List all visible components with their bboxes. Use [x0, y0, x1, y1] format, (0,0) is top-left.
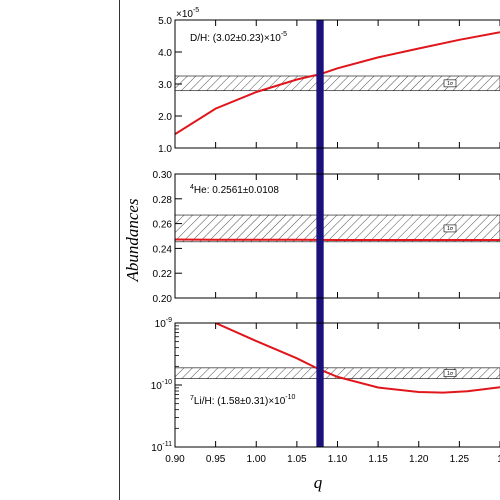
y-tick-label-dh-2: 3.0: [158, 80, 172, 91]
curve-li: [215, 323, 500, 394]
y-tick-label-he-2: 0.24: [153, 244, 173, 255]
sigma-label-li: 1σ: [447, 371, 454, 377]
y-tick-label-he-3: 0.26: [153, 220, 173, 231]
y-tick-label-li-2: 10-9: [155, 317, 172, 330]
x-tick-label-2: 1.00: [247, 454, 267, 465]
curve-dh: [175, 31, 500, 136]
annotation-he: 4He: 0.2561±0.0108: [190, 184, 279, 196]
x-tick-label-1: 0.95: [206, 454, 226, 465]
panel-li: 1σ: [175, 323, 500, 394]
frame-li: [174, 322, 500, 448]
frame-he: [174, 173, 500, 299]
x-tick-label-5: 1.15: [368, 454, 388, 465]
observed-band-li: [175, 367, 500, 379]
annotation-dh: D/H: (3.02±0.23)×10-5: [190, 31, 287, 44]
sigma-label-he: 1σ: [447, 226, 454, 232]
sigma-box-li: [443, 369, 457, 378]
annotation-li: 7Li/H: (1.58±0.31)×10-10: [190, 394, 296, 407]
y-axis-title: Abundances: [123, 198, 142, 282]
y-tick-label-li-1: 10-10: [151, 379, 172, 392]
sigma-label-dh: 1σ: [447, 81, 454, 87]
x-tick-label-8: 1: [497, 454, 500, 465]
y-tick-label-li-0: 10-11: [151, 441, 172, 454]
sigma-box-he: [443, 224, 457, 233]
y-tick-label-dh-3: 4.0: [158, 48, 172, 59]
x-tick-label-7: 1.25: [450, 454, 470, 465]
curve-he: [175, 238, 500, 241]
vertical-constraint-band: [316, 20, 324, 447]
panel-dh: 1σ: [175, 31, 500, 136]
y-tick-label-he-4: 0.28: [153, 195, 173, 206]
y-tick-label-he-5: 0.30: [153, 170, 173, 181]
y-tick-label-dh-1: 2.0: [158, 112, 172, 123]
exponent-label-dh: ×10-5: [176, 7, 199, 20]
panel-he: 1σ: [175, 214, 500, 243]
x-tick-label-6: 1.20: [409, 454, 429, 465]
y-tick-label-dh-4: 5.0: [158, 16, 172, 27]
x-tick-label-0: 0.90: [165, 454, 185, 465]
x-axis-title: q: [314, 473, 323, 492]
y-tick-label-dh-0: 1.0: [158, 144, 172, 155]
observed-band-dh: [175, 75, 500, 92]
sigma-box-dh: [443, 79, 457, 88]
x-tick-label-3: 1.05: [287, 454, 307, 465]
y-tick-label-he-0: 0.20: [153, 294, 173, 305]
y-tick-label-he-1: 0.22: [153, 269, 173, 280]
x-tick-label-4: 1.10: [328, 454, 348, 465]
